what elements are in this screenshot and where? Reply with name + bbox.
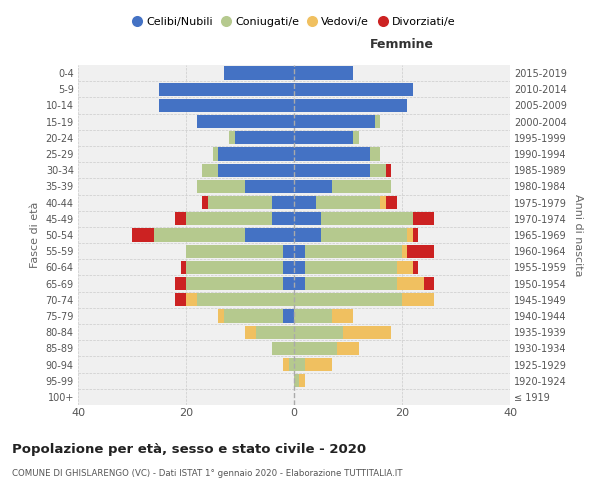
Bar xyxy=(175,277,186,290)
Bar xyxy=(353,131,359,144)
Bar xyxy=(407,244,434,258)
Bar xyxy=(283,277,294,290)
Bar xyxy=(316,196,380,209)
Bar xyxy=(294,164,370,177)
Bar xyxy=(159,99,294,112)
Bar xyxy=(213,148,218,160)
Bar xyxy=(294,66,353,80)
Bar xyxy=(272,212,294,226)
Bar xyxy=(197,115,294,128)
Bar xyxy=(181,260,186,274)
Bar xyxy=(218,148,294,160)
Bar xyxy=(229,131,235,144)
Bar xyxy=(245,326,256,339)
Bar xyxy=(175,212,186,226)
Bar xyxy=(386,196,397,209)
Bar xyxy=(332,310,353,322)
Bar xyxy=(154,228,245,241)
Bar xyxy=(197,180,245,193)
Bar xyxy=(289,358,294,371)
Legend: Celibi/Nubili, Coniugati/e, Vedovi/e, Divorziati/e: Celibi/Nubili, Coniugati/e, Vedovi/e, Di… xyxy=(128,13,460,32)
Bar xyxy=(407,228,413,241)
Bar xyxy=(332,180,391,193)
Bar xyxy=(224,310,283,322)
Bar xyxy=(245,228,294,241)
Bar xyxy=(186,212,272,226)
Bar xyxy=(370,148,380,160)
Bar xyxy=(283,244,294,258)
Bar xyxy=(413,212,434,226)
Bar xyxy=(159,82,294,96)
Bar xyxy=(283,310,294,322)
Bar xyxy=(294,260,305,274)
Bar xyxy=(202,196,208,209)
Bar xyxy=(245,180,294,193)
Bar xyxy=(283,358,289,371)
Bar xyxy=(186,293,197,306)
Bar xyxy=(235,131,294,144)
Bar xyxy=(402,244,407,258)
Bar xyxy=(294,148,370,160)
Bar xyxy=(413,260,418,274)
Bar xyxy=(321,212,413,226)
Bar xyxy=(305,260,397,274)
Bar xyxy=(397,260,413,274)
Bar xyxy=(397,277,424,290)
Y-axis label: Anni di nascita: Anni di nascita xyxy=(572,194,583,276)
Text: Femmine: Femmine xyxy=(370,38,434,52)
Bar xyxy=(186,260,283,274)
Bar xyxy=(294,310,332,322)
Bar xyxy=(337,342,359,355)
Bar xyxy=(294,228,321,241)
Bar xyxy=(272,196,294,209)
Bar xyxy=(294,326,343,339)
Bar xyxy=(294,293,402,306)
Bar xyxy=(305,358,332,371)
Bar xyxy=(132,228,154,241)
Y-axis label: Fasce di età: Fasce di età xyxy=(30,202,40,268)
Bar xyxy=(186,244,283,258)
Bar xyxy=(294,82,413,96)
Bar xyxy=(294,196,316,209)
Bar xyxy=(380,196,386,209)
Bar xyxy=(256,326,294,339)
Bar xyxy=(299,374,305,388)
Bar xyxy=(370,164,386,177)
Bar xyxy=(186,277,283,290)
Bar xyxy=(386,164,391,177)
Bar xyxy=(305,277,397,290)
Bar xyxy=(294,342,337,355)
Bar xyxy=(294,115,375,128)
Bar xyxy=(197,293,294,306)
Bar xyxy=(208,196,272,209)
Bar xyxy=(272,342,294,355)
Bar xyxy=(402,293,434,306)
Bar xyxy=(202,164,218,177)
Bar xyxy=(294,244,305,258)
Bar xyxy=(294,358,305,371)
Text: COMUNE DI GHISLARENGO (VC) - Dati ISTAT 1° gennaio 2020 - Elaborazione TUTTITALI: COMUNE DI GHISLARENGO (VC) - Dati ISTAT … xyxy=(12,469,403,478)
Bar xyxy=(294,277,305,290)
Bar xyxy=(375,115,380,128)
Bar xyxy=(424,277,434,290)
Bar xyxy=(321,228,407,241)
Bar xyxy=(218,164,294,177)
Bar xyxy=(283,260,294,274)
Bar xyxy=(343,326,391,339)
Bar xyxy=(218,310,224,322)
Bar xyxy=(294,374,299,388)
Bar xyxy=(224,66,294,80)
Bar xyxy=(294,99,407,112)
Bar xyxy=(305,244,402,258)
Bar xyxy=(294,180,332,193)
Bar xyxy=(413,228,418,241)
Bar xyxy=(294,212,321,226)
Bar xyxy=(175,293,186,306)
Bar xyxy=(294,131,353,144)
Text: Popolazione per età, sesso e stato civile - 2020: Popolazione per età, sesso e stato civil… xyxy=(12,442,366,456)
